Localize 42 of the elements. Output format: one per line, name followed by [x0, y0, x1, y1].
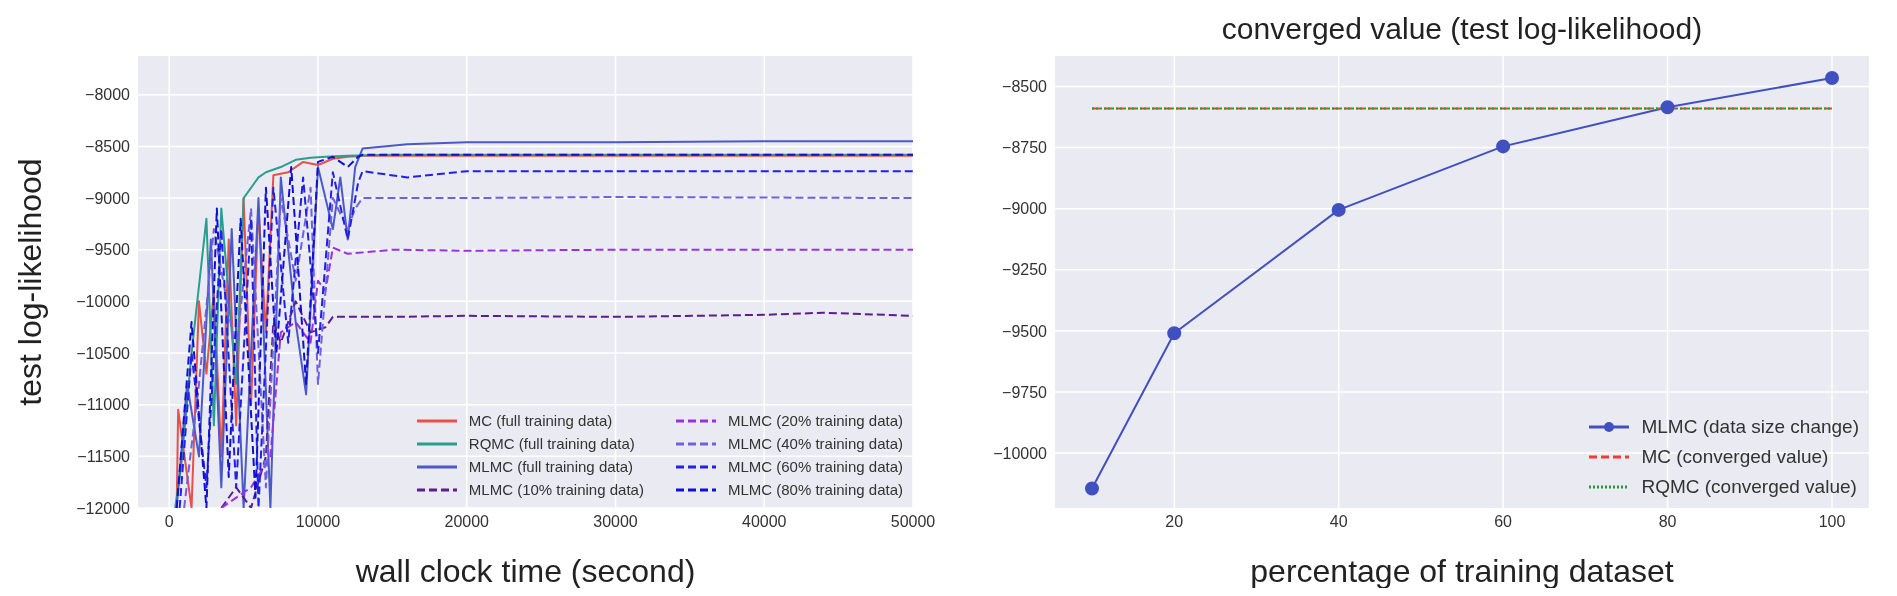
y-tick-label: −9000	[1002, 200, 1048, 218]
y-tick-label: −8500	[1002, 78, 1048, 96]
x-tick-label: 0	[164, 513, 174, 531]
legend-label: MC (converged value)	[1641, 446, 1829, 468]
y-tick-label: −10000	[76, 293, 131, 311]
y-tick-label: −11500	[77, 448, 131, 466]
y-tick-label: −10000	[993, 444, 1048, 462]
legend-label: RQMC (converged value)	[1641, 476, 1857, 498]
y-tick-label: −11000	[77, 396, 131, 414]
y-tick-label: −9250	[1002, 261, 1048, 279]
x-tick-label: 80	[1658, 513, 1677, 531]
x-tick-label: 20000	[444, 513, 490, 531]
x-tick-label: 60	[1494, 513, 1513, 531]
y-tick-label: −9500	[1002, 322, 1048, 340]
legend-label: MLMC (10% training data)	[468, 481, 644, 498]
x-axis-title: wall clock time (second)	[354, 553, 696, 589]
y-tick-label: −8000	[85, 86, 131, 104]
y-tick-label: −8750	[1002, 139, 1048, 157]
legend-label: MLMC (data size change)	[1641, 416, 1859, 438]
x-tick-label: 100	[1818, 513, 1846, 531]
x-axis-title: percentage of training dataset	[1250, 553, 1674, 589]
y-tick-label: −9000	[85, 189, 131, 207]
y-tick-label: −9500	[85, 241, 131, 259]
legend-label: MLMC (40% training data)	[727, 435, 903, 452]
x-tick-label: 10000	[295, 513, 341, 531]
y-tick-label: −10500	[76, 344, 131, 362]
x-tick-label: 50000	[890, 513, 936, 531]
y-tick-label: −8500	[85, 138, 131, 156]
legend-label: MC (full training data)	[468, 412, 613, 429]
y-axis-title: test log-likelihood	[11, 158, 49, 406]
x-tick-label: 30000	[593, 513, 638, 531]
legend-label: MLMC (20% training data)	[727, 412, 903, 429]
legend-label: MLMC (full training data)	[468, 458, 634, 475]
y-tick-label: −9750	[1002, 383, 1048, 401]
chart-title: converged value (test log-likelihood)	[1220, 12, 1704, 46]
x-tick-label: 40	[1329, 513, 1348, 531]
legend-label: RQMC (full training data)	[468, 435, 635, 452]
x-tick-label: 40000	[742, 513, 787, 531]
y-tick-label: −12000	[76, 499, 131, 517]
legend-label: MLMC (60% training data)	[727, 458, 903, 475]
x-tick-label: 20	[1165, 513, 1184, 531]
legend-label: MLMC (80% training data)	[727, 481, 903, 498]
